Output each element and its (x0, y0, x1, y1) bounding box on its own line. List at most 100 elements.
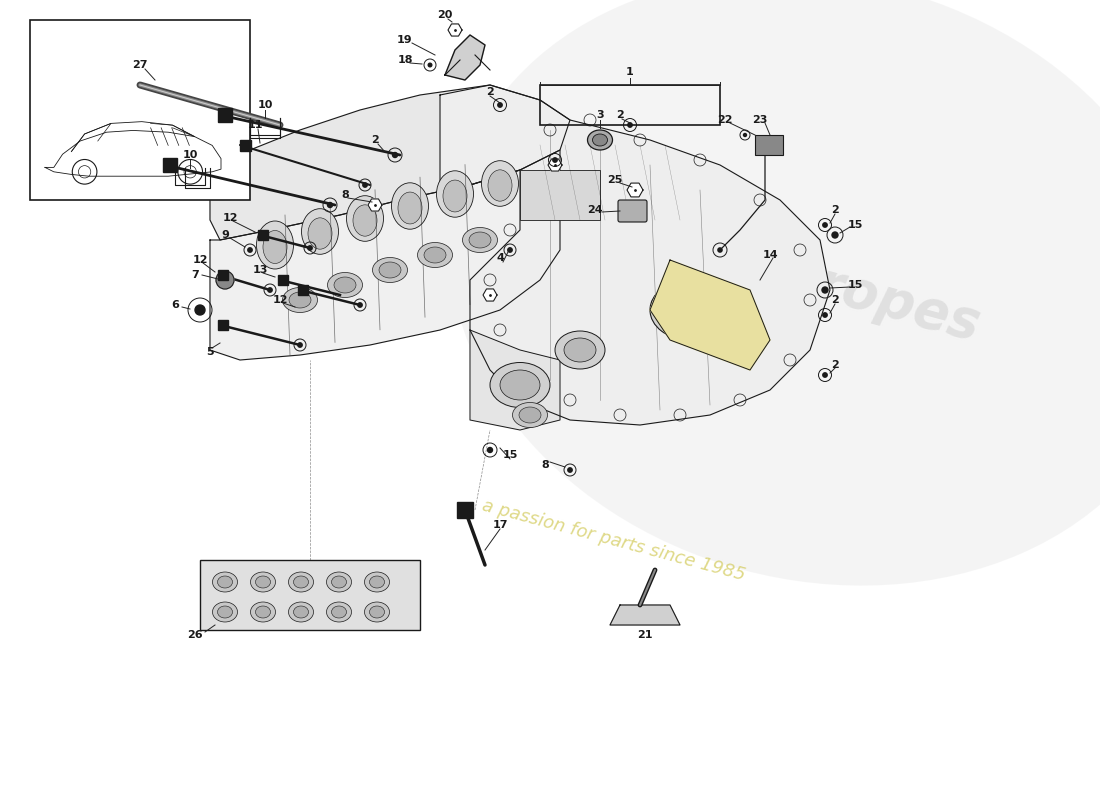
Polygon shape (448, 24, 462, 36)
Text: 26: 26 (187, 630, 202, 640)
Ellipse shape (283, 287, 318, 313)
Text: 23: 23 (752, 115, 768, 125)
Polygon shape (650, 260, 770, 370)
Ellipse shape (490, 362, 550, 407)
Ellipse shape (488, 170, 512, 201)
Text: 15: 15 (847, 220, 862, 230)
Bar (755, 135, 783, 155)
Text: 21: 21 (637, 630, 652, 640)
Ellipse shape (288, 572, 313, 592)
Text: 12: 12 (192, 255, 208, 265)
Polygon shape (210, 85, 570, 240)
Text: 13: 13 (252, 265, 267, 275)
Text: 2: 2 (832, 205, 839, 215)
Bar (218, 320, 228, 330)
Ellipse shape (301, 209, 339, 254)
Ellipse shape (334, 277, 356, 293)
Bar (456, 502, 473, 518)
Bar (163, 158, 177, 172)
Circle shape (267, 288, 272, 292)
Circle shape (363, 182, 367, 187)
Ellipse shape (364, 602, 389, 622)
Circle shape (393, 153, 397, 158)
Circle shape (308, 246, 312, 250)
Text: 8: 8 (341, 190, 349, 200)
Text: 11: 11 (248, 120, 263, 130)
Ellipse shape (251, 602, 275, 622)
Text: 24: 24 (587, 205, 603, 215)
Text: 2: 2 (371, 135, 378, 145)
Ellipse shape (519, 407, 541, 423)
Ellipse shape (289, 292, 311, 308)
Ellipse shape (263, 230, 287, 263)
Text: 1: 1 (626, 67, 634, 77)
Text: 14: 14 (762, 250, 778, 260)
Polygon shape (610, 605, 680, 625)
Bar (520, 170, 600, 220)
Bar (240, 139, 251, 150)
Ellipse shape (251, 572, 275, 592)
Circle shape (498, 102, 503, 107)
Circle shape (553, 158, 558, 162)
Text: 20: 20 (438, 10, 453, 20)
Ellipse shape (443, 180, 468, 212)
Ellipse shape (500, 370, 540, 400)
Circle shape (328, 202, 332, 207)
Text: 2: 2 (832, 295, 839, 305)
Circle shape (822, 287, 828, 293)
Polygon shape (627, 183, 644, 197)
Text: europes: europes (740, 238, 986, 351)
Ellipse shape (379, 262, 401, 278)
Ellipse shape (513, 402, 548, 427)
Bar (200, 560, 420, 630)
Circle shape (358, 302, 362, 307)
Ellipse shape (593, 134, 607, 146)
Ellipse shape (212, 572, 238, 592)
Text: 12: 12 (222, 213, 238, 223)
Ellipse shape (256, 221, 294, 269)
Bar (298, 285, 308, 295)
Polygon shape (440, 85, 830, 425)
Ellipse shape (556, 331, 605, 369)
Ellipse shape (255, 576, 271, 588)
Polygon shape (446, 35, 485, 80)
Circle shape (508, 248, 513, 252)
Ellipse shape (346, 196, 384, 242)
Circle shape (298, 342, 302, 347)
Polygon shape (483, 289, 497, 301)
Circle shape (823, 373, 827, 378)
Ellipse shape (288, 602, 313, 622)
Ellipse shape (469, 232, 491, 248)
Ellipse shape (424, 247, 446, 263)
Text: 9: 9 (221, 230, 229, 240)
Text: 5: 5 (206, 347, 213, 357)
Circle shape (568, 468, 572, 472)
Polygon shape (368, 199, 382, 211)
Bar (278, 275, 288, 285)
Ellipse shape (650, 280, 730, 340)
Ellipse shape (327, 572, 352, 592)
Text: 3: 3 (596, 110, 604, 120)
Text: 12: 12 (273, 295, 288, 305)
Ellipse shape (564, 338, 596, 362)
Text: 7: 7 (191, 270, 199, 280)
Circle shape (823, 222, 827, 227)
Text: 10: 10 (183, 150, 198, 160)
Circle shape (195, 305, 205, 315)
Text: 15: 15 (847, 280, 862, 290)
Text: 6: 6 (172, 300, 179, 310)
Circle shape (744, 134, 747, 137)
Polygon shape (470, 330, 560, 430)
Text: 17: 17 (493, 520, 508, 530)
Ellipse shape (482, 161, 518, 206)
Ellipse shape (328, 273, 363, 298)
Ellipse shape (308, 218, 332, 249)
Ellipse shape (437, 170, 473, 218)
Text: 2: 2 (616, 110, 624, 120)
Ellipse shape (398, 192, 422, 224)
Text: 2: 2 (832, 360, 839, 370)
Ellipse shape (418, 242, 452, 267)
Bar (218, 270, 228, 280)
Text: 27: 27 (132, 60, 147, 70)
Ellipse shape (353, 205, 377, 236)
